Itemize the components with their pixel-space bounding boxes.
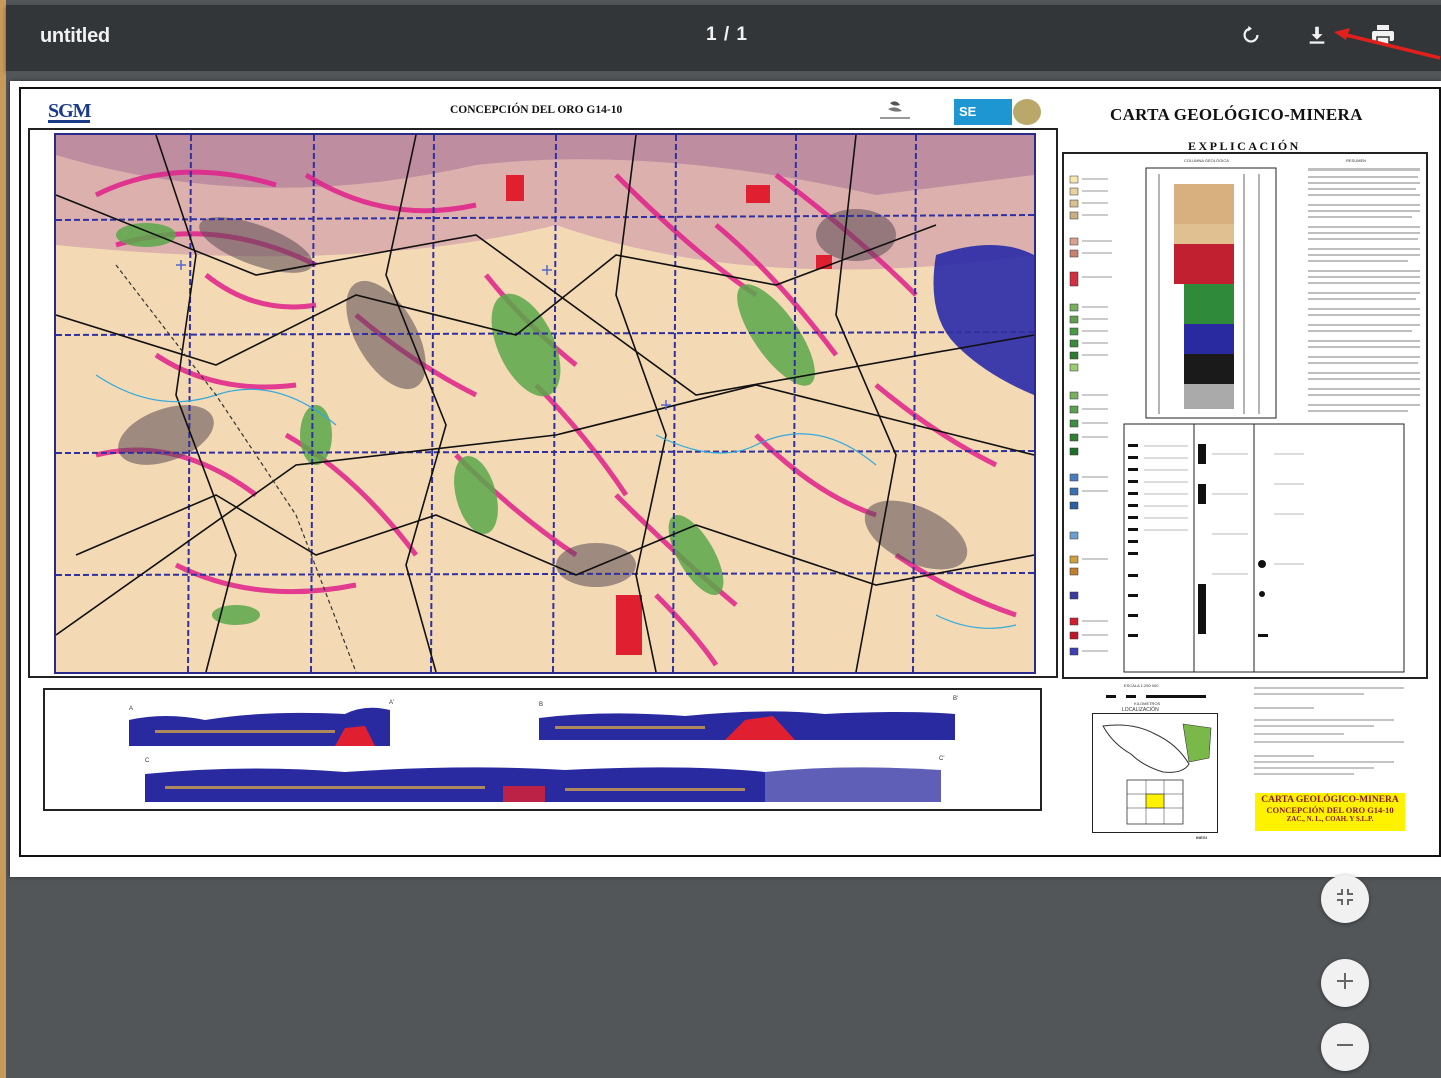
legend-drawing: [1069, 167, 1420, 673]
page-indicator: 1 / 1: [706, 24, 748, 45]
section-label-b-prime: B': [953, 696, 959, 702]
sheet-stamp: CARTA GEOLÓGICO-MINERA CONCEPCIÓN DEL OR…: [1255, 793, 1405, 831]
document-title: untitled: [40, 25, 110, 47]
zoom-out-icon: [1335, 1035, 1355, 1060]
legend-panel: COLUMNA GEOLÓGICA RESUMEN: [1062, 152, 1428, 679]
sgm-logo: SGM: [48, 100, 92, 122]
stamp-line-3: ZAC., N. L., COAH. Y S.L.P.: [1286, 815, 1374, 823]
scale-unit: KILOMETROS: [1134, 701, 1161, 706]
map-title: CONCEPCIÓN DEL ORO G14-10: [450, 104, 623, 116]
zoom-out-button[interactable]: [1321, 1023, 1369, 1071]
window-edge: [0, 0, 6, 1078]
pdf-page: SGM CONCEPCIÓN DEL ORO G14-10 SE CARTA G…: [10, 81, 1441, 877]
stamp-line-1: CARTA GEOLÓGICO-MINERA: [1261, 795, 1399, 805]
zoom-in-button[interactable]: [1321, 959, 1369, 1007]
sheet-border: [19, 87, 1441, 857]
rotate-button[interactable]: [1233, 19, 1269, 55]
section-label-a-prime: A': [389, 700, 395, 706]
ministry-logo: [880, 101, 910, 119]
geologic-map-frame: [28, 128, 1058, 678]
stamp-line-2: CONCEPCIÓN DEL ORO G14-10: [1266, 805, 1394, 815]
pdf-viewer-canvas: SGM CONCEPCIÓN DEL ORO G14-10 SE CARTA G…: [6, 71, 1441, 1078]
pdf-toolbar: untitled 1 / 1: [6, 5, 1441, 71]
download-icon: [1306, 24, 1328, 51]
scale-label: ESCALA 1:250 000: [1124, 683, 1159, 688]
sheet-title: CARTA GEOLÓGICO-MINERA: [1110, 105, 1363, 124]
download-button[interactable]: [1299, 19, 1335, 55]
national-seal-icon: [1013, 99, 1041, 125]
fit-to-page-button[interactable]: [1321, 875, 1369, 923]
zoom-in-icon: [1335, 971, 1355, 996]
section-label-c: C: [145, 758, 150, 764]
geologic-map: [54, 133, 1036, 674]
scale-bar: [1106, 695, 1206, 698]
legend-heading: EXPLICACIÓN: [1188, 139, 1301, 153]
cross-sections-drawing: [129, 707, 955, 802]
section-label-b: B: [539, 702, 544, 708]
section-label-a: A: [129, 706, 134, 712]
summary-heading: RESUMEN: [1346, 158, 1367, 163]
rotate-icon: [1240, 24, 1262, 51]
sheet-notes: [1254, 687, 1404, 775]
location-map-drawing: [1102, 723, 1212, 825]
column-heading: COLUMNA GEOLÓGICA: [1184, 158, 1229, 163]
geologic-map-drawing: [56, 135, 1034, 672]
sgm-logo-underline: [48, 120, 90, 123]
cross-sections-panel: A A' B B' C C': [43, 688, 1042, 811]
location-map: [1092, 713, 1218, 833]
annotation-arrow: [1334, 28, 1441, 60]
section-label-c-prime: C': [939, 756, 945, 762]
se-logo: SE: [954, 99, 1012, 125]
fit-to-page-icon: [1335, 887, 1355, 912]
location-heading: LOCALIZACIÓN: [1122, 707, 1159, 713]
footer-credit: INEGI: [1196, 835, 1207, 840]
